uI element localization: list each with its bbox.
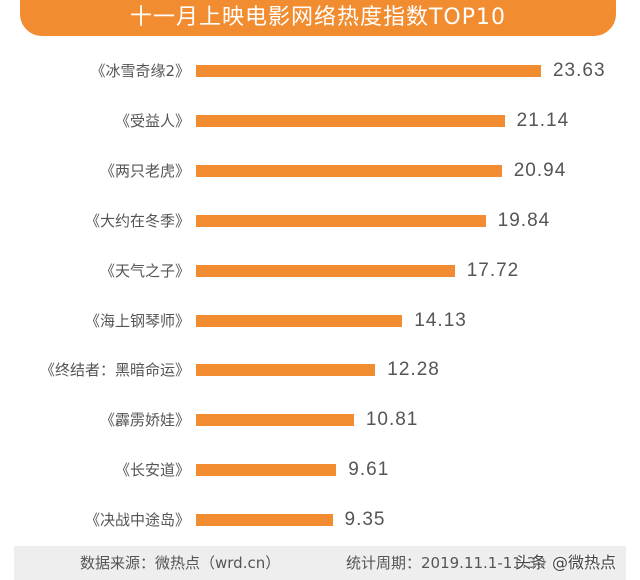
- category-label: 《终结者：黑暗命运》: [39, 361, 190, 380]
- bar-row: 《受益人》 21.14: [0, 109, 640, 133]
- bar-row: 《决战中途岛》 9.35: [0, 508, 640, 532]
- value-label: 23.63: [552, 60, 606, 81]
- value-label: 21.14: [516, 109, 570, 131]
- value-label: 10.81: [365, 409, 419, 431]
- data-source: 数据来源：微热点（wrd.cn）: [80, 554, 281, 572]
- watermark: 头条 @微热点: [514, 553, 616, 572]
- category-label: 《受益人》: [114, 111, 190, 130]
- bar: [196, 114, 505, 127]
- value-label: 9.35: [344, 509, 386, 531]
- bar-row: 《冰雪奇缘2》 23.63: [0, 59, 640, 83]
- bar: [196, 214, 486, 227]
- bar-row: 《两只老虎》 20.94: [0, 159, 640, 183]
- bar: [196, 65, 541, 77]
- value-label: 17.72: [466, 259, 520, 281]
- value-label: 14.13: [414, 309, 467, 331]
- chart-title-banner: 十一月上映电影网络热度指数TOP10: [20, 0, 616, 36]
- bar-row: 《天气之子》 17.72: [0, 259, 640, 283]
- category-label: 《海上钢琴师》: [84, 311, 190, 330]
- bar-row: 《大约在冬季》 19.84: [0, 209, 640, 233]
- bar-row: 《终结者：黑暗命运》 12.28: [0, 358, 640, 382]
- category-label: 《天气之子》: [99, 261, 190, 280]
- bar: [196, 364, 376, 377]
- value-label: 9.61: [348, 459, 390, 481]
- value-label: 19.84: [497, 209, 551, 231]
- category-label: 《大约在冬季》: [84, 211, 190, 230]
- footer: 数据来源：微热点（wrd.cn） 统计周期：2019.11.1-11.30 头条…: [14, 546, 626, 580]
- bar-row: 《长安道》 9.61: [0, 458, 640, 482]
- bar: [196, 264, 455, 277]
- bar: [196, 164, 502, 177]
- bar: [196, 514, 333, 527]
- bar-row: 《霹雳娇娃》 10.81: [0, 408, 640, 432]
- category-label: 《两只老虎》: [99, 161, 190, 180]
- category-label: 《决战中途岛》: [84, 511, 190, 530]
- category-label: 《长安道》: [114, 461, 190, 480]
- value-label: 12.28: [387, 359, 440, 381]
- bar-row: 《海上钢琴师》 14.13: [0, 309, 640, 333]
- category-label: 《冰雪奇缘2》: [90, 62, 190, 80]
- bar: [196, 414, 354, 427]
- value-label: 20.94: [513, 159, 567, 181]
- category-label: 《霹雳娇娃》: [99, 411, 190, 430]
- bar: [196, 464, 337, 477]
- chart-title: 十一月上映电影网络热度指数TOP10: [129, 5, 507, 30]
- stat-period: 统计周期：2019.11.1-11.30: [346, 554, 546, 572]
- bar: [196, 314, 403, 327]
